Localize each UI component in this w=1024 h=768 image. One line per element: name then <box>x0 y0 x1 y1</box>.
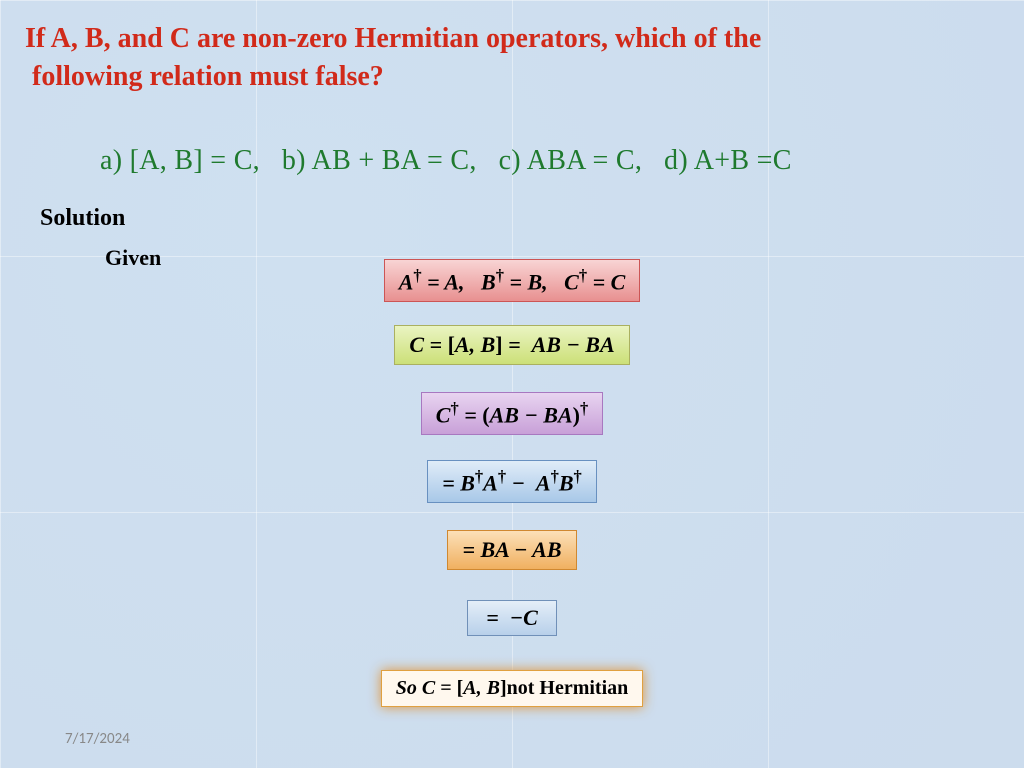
question-line2: following relation must false? <box>32 61 384 92</box>
equation-4: = B†A† − A†B† <box>427 460 597 503</box>
equation-1-wrap: A† = A, B† = B, C† = C <box>0 259 1024 302</box>
equation-6-wrap: = −C <box>0 600 1024 636</box>
question-line1: If A, B, and C are non-zero Hermitian op… <box>25 23 761 54</box>
equation-2: C = [A, B] = AB − BA <box>394 325 629 365</box>
equation-2-wrap: C = [A, B] = AB − BA <box>0 325 1024 365</box>
footer-date: 7/17/2024 <box>65 730 130 748</box>
option-d: d) A+B =C <box>664 145 792 176</box>
question-text: If A, B, and C are non-zero Hermitian op… <box>25 20 985 96</box>
equation-4-wrap: = B†A† − A†B† <box>0 460 1024 503</box>
equation-6: = −C <box>467 600 557 636</box>
equation-7-wrap: So C = [A, B]not Hermitian <box>0 670 1024 707</box>
equation-3-wrap: C† = (AB − BA)† <box>0 392 1024 435</box>
equation-7: So C = [A, B]not Hermitian <box>381 670 644 707</box>
equation-5: = BA − AB <box>447 530 576 570</box>
equation-5-wrap: = BA − AB <box>0 530 1024 570</box>
option-b: b) AB + BA = C, <box>282 145 477 176</box>
equation-3: C† = (AB − BA)† <box>421 392 603 435</box>
option-a: a) [A, B] = C, <box>100 145 260 176</box>
answer-options: a) [A, B] = C, b) AB + BA = C, c) ABA = … <box>100 145 792 177</box>
solution-label: Solution <box>40 205 125 232</box>
equation-1: A† = A, B† = B, C† = C <box>384 259 641 302</box>
option-c: c) ABA = C, <box>499 145 643 176</box>
